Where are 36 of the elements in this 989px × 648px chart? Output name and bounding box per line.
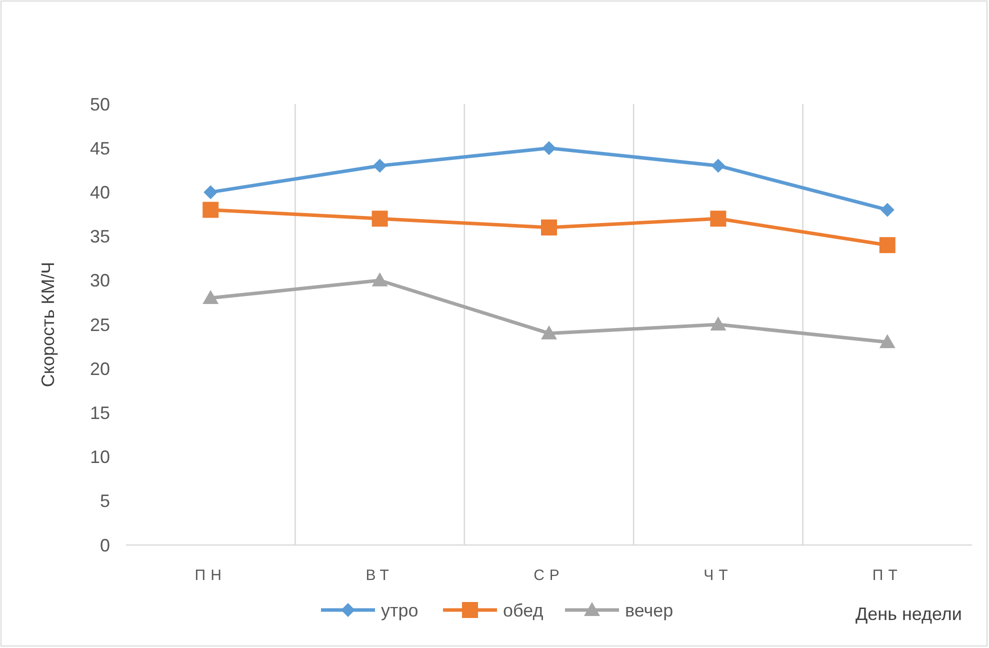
y-tick-label: 40	[90, 182, 110, 202]
y-tick-label: 0	[100, 535, 110, 556]
y-tick-label: 50	[90, 94, 110, 114]
point	[879, 334, 896, 348]
x-tick-label: ПТ	[872, 567, 902, 584]
y-tick-label: 15	[90, 403, 110, 423]
y-tick-label: 10	[90, 447, 110, 468]
point	[202, 202, 219, 218]
x-tick-label: ЧТ	[704, 567, 733, 584]
point	[710, 210, 726, 227]
x-tick-label: ВТ	[366, 567, 394, 584]
point	[372, 210, 388, 227]
point	[541, 219, 557, 236]
y-tick-label: 25	[90, 314, 110, 335]
point	[204, 185, 218, 200]
y-tick-label: 45	[90, 138, 110, 158]
legend-label: обед	[503, 600, 544, 620]
y-tick-label: 5	[100, 491, 110, 512]
x-tick-label: ПН	[194, 567, 226, 584]
point	[541, 325, 557, 340]
y-tick-label: 20	[90, 358, 110, 379]
point	[710, 316, 726, 330]
legend-label: вечер	[625, 600, 674, 620]
x-axis-title: День недели	[855, 604, 962, 624]
y-tick-label: 35	[90, 226, 110, 247]
point	[372, 272, 388, 286]
x-tick-label: СР	[534, 567, 564, 584]
point	[372, 158, 387, 173]
point	[202, 290, 219, 304]
y-axis-title: Скорость КМ/Ч	[38, 262, 58, 388]
y-tick-label: 30	[90, 270, 110, 291]
point	[880, 202, 894, 217]
point	[879, 237, 896, 254]
point	[711, 158, 726, 173]
legend-label: утро	[381, 600, 418, 620]
point	[542, 141, 556, 156]
